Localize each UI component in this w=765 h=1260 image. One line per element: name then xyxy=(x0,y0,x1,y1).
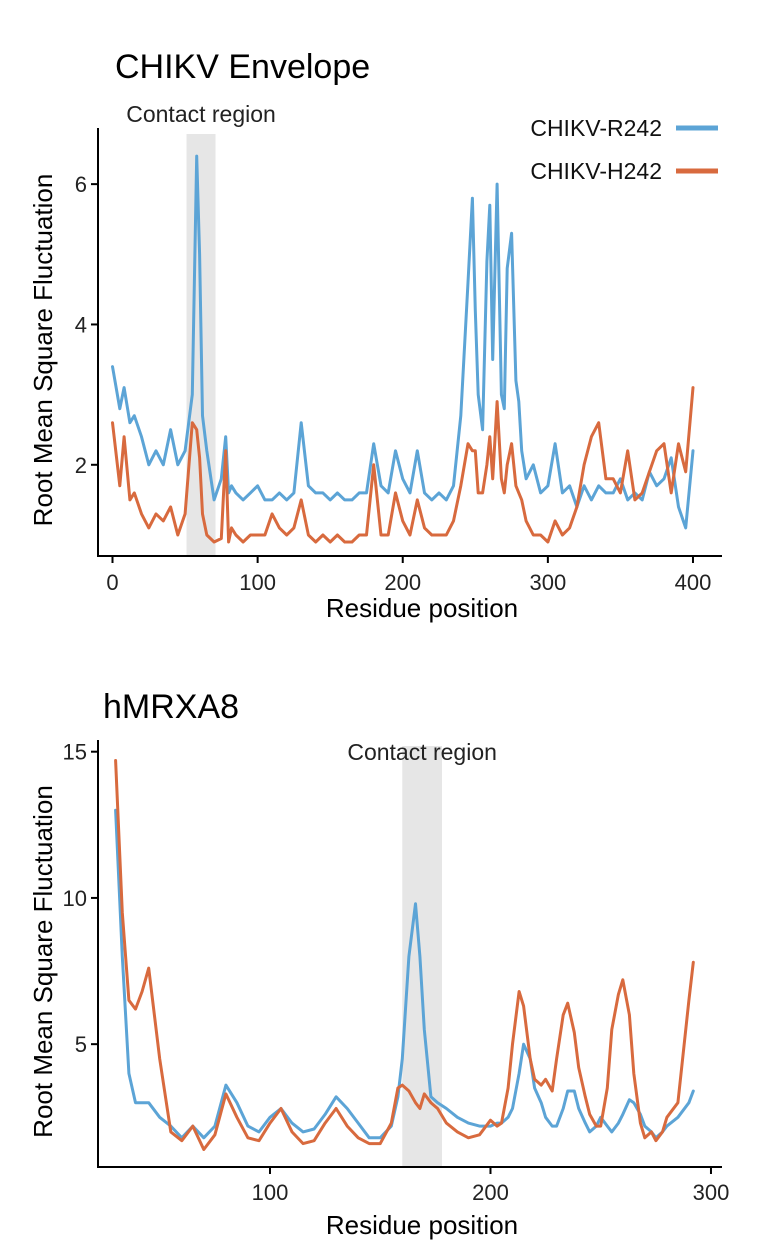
legend-label: CHIKV-H242 xyxy=(530,158,662,184)
x-tick-label: 100 xyxy=(252,1180,289,1205)
chart-title: hMRXA8 xyxy=(103,688,239,726)
x-tick-label: 300 xyxy=(530,570,567,595)
series-line-chikv-r242 xyxy=(114,808,695,1140)
y-tick-label: 10 xyxy=(63,886,87,911)
y-axis-label: Root Mean Square Fluctuation xyxy=(28,174,58,527)
series-line-chikv-h242 xyxy=(114,759,695,1151)
x-axis-label: Residue position xyxy=(326,1210,518,1240)
x-tick-label: 400 xyxy=(675,570,712,595)
x-tick-label: 0 xyxy=(106,570,118,595)
x-tick-label: 200 xyxy=(472,1180,509,1205)
x-tick-label: 100 xyxy=(239,570,276,595)
y-axis-label: Root Mean Square Fluctuation xyxy=(28,785,58,1138)
contact-region-label: Contact region xyxy=(347,739,497,765)
y-tick-label: 5 xyxy=(75,1032,87,1057)
chart-title: CHIKV Envelope xyxy=(115,48,370,86)
series-line-chikv-r242 xyxy=(111,154,695,530)
series-line-chikv-h242 xyxy=(111,386,695,544)
legend-label: CHIKV-R242 xyxy=(530,115,662,141)
x-axis-label: Residue position xyxy=(326,593,518,623)
y-tick-label: 15 xyxy=(63,740,87,765)
contact-region-label: Contact region xyxy=(126,101,276,127)
y-tick-label: 4 xyxy=(75,312,87,337)
x-tick-label: 200 xyxy=(384,570,421,595)
x-tick-label: 300 xyxy=(693,1180,730,1205)
y-tick-label: 6 xyxy=(75,172,87,197)
y-tick-label: 2 xyxy=(75,453,87,478)
